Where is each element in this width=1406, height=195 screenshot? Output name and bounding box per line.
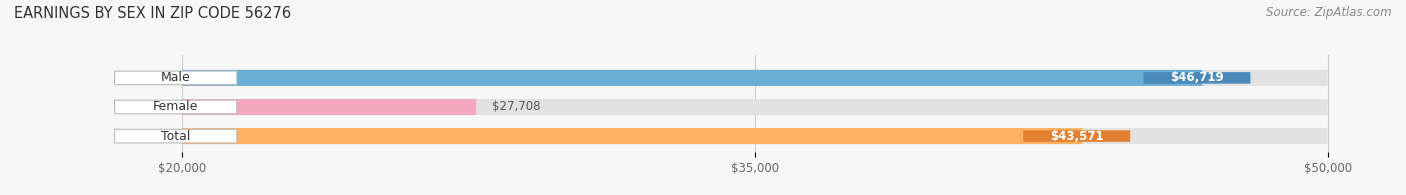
FancyBboxPatch shape — [115, 71, 236, 85]
FancyBboxPatch shape — [115, 100, 236, 114]
Text: EARNINGS BY SEX IN ZIP CODE 56276: EARNINGS BY SEX IN ZIP CODE 56276 — [14, 6, 291, 21]
Text: $27,708: $27,708 — [492, 100, 540, 113]
Text: $43,571: $43,571 — [1050, 130, 1104, 143]
Text: Total: Total — [162, 130, 190, 143]
FancyBboxPatch shape — [181, 70, 1327, 86]
FancyBboxPatch shape — [181, 128, 1327, 144]
Text: Male: Male — [160, 71, 191, 84]
FancyBboxPatch shape — [181, 99, 1327, 115]
FancyBboxPatch shape — [181, 128, 1083, 144]
FancyBboxPatch shape — [1143, 72, 1250, 84]
FancyBboxPatch shape — [115, 129, 236, 143]
FancyBboxPatch shape — [1024, 130, 1130, 142]
Text: $46,719: $46,719 — [1170, 71, 1223, 84]
FancyBboxPatch shape — [181, 70, 1202, 86]
Text: Female: Female — [153, 100, 198, 113]
Text: Source: ZipAtlas.com: Source: ZipAtlas.com — [1267, 6, 1392, 19]
FancyBboxPatch shape — [181, 99, 477, 115]
